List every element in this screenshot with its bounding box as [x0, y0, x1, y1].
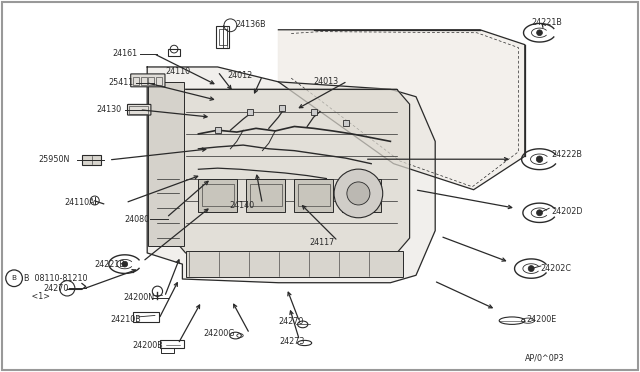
Bar: [141, 77, 147, 85]
Text: 24013: 24013: [314, 77, 339, 86]
Bar: [186, 251, 403, 277]
Text: B: B: [12, 275, 17, 281]
Bar: [298, 184, 330, 206]
Text: 24110: 24110: [166, 67, 191, 76]
Bar: [342, 120, 349, 126]
Bar: [246, 179, 285, 212]
Text: 24117: 24117: [309, 238, 334, 247]
Bar: [133, 312, 159, 322]
Polygon shape: [278, 30, 525, 190]
Text: 24140: 24140: [229, 201, 254, 210]
Polygon shape: [147, 67, 435, 283]
Bar: [246, 109, 253, 115]
Text: 24221B: 24221B: [95, 260, 125, 269]
Text: 24161: 24161: [112, 49, 137, 58]
Circle shape: [536, 30, 542, 36]
Bar: [82, 155, 101, 165]
FancyBboxPatch shape: [131, 74, 165, 87]
Text: <1>: <1>: [24, 292, 51, 301]
Circle shape: [536, 156, 543, 163]
Bar: [156, 77, 162, 85]
Text: 24270: 24270: [44, 284, 69, 293]
Bar: [342, 179, 381, 212]
FancyBboxPatch shape: [127, 105, 151, 115]
Circle shape: [536, 210, 543, 216]
Text: 24110A: 24110A: [64, 198, 95, 207]
Circle shape: [347, 182, 370, 205]
Text: 24202D: 24202D: [552, 207, 583, 216]
Bar: [168, 49, 180, 56]
Bar: [278, 105, 285, 111]
Text: 24210B: 24210B: [111, 315, 141, 324]
Text: 24200N: 24200N: [124, 293, 155, 302]
Bar: [148, 82, 184, 246]
Bar: [310, 109, 317, 115]
Text: 24080: 24080: [125, 215, 150, 224]
Bar: [346, 184, 378, 206]
Circle shape: [122, 261, 128, 267]
Text: 25411: 25411: [109, 78, 134, 87]
Text: 24270: 24270: [278, 317, 304, 326]
Bar: [216, 26, 229, 48]
Bar: [160, 340, 184, 348]
Bar: [214, 127, 221, 133]
Text: 24200E: 24200E: [526, 315, 556, 324]
Text: 24221B: 24221B: [531, 18, 562, 27]
Polygon shape: [173, 89, 410, 253]
Text: B  08110-81210: B 08110-81210: [24, 274, 88, 283]
Bar: [219, 29, 227, 45]
Text: 24130: 24130: [96, 105, 121, 114]
Text: 24273: 24273: [280, 337, 305, 346]
Bar: [148, 77, 154, 85]
Text: 24200B: 24200B: [132, 341, 163, 350]
Text: AP/0^0P3: AP/0^0P3: [525, 353, 564, 362]
Bar: [202, 184, 234, 206]
Circle shape: [334, 169, 383, 218]
Text: 24200G: 24200G: [204, 329, 235, 338]
Text: 24222B: 24222B: [552, 150, 582, 159]
Text: 25950N: 25950N: [38, 155, 70, 164]
Text: 24202C: 24202C: [541, 264, 572, 273]
Bar: [250, 184, 282, 206]
Circle shape: [528, 266, 534, 272]
Text: 24012: 24012: [227, 71, 252, 80]
Bar: [129, 106, 148, 114]
Bar: [133, 77, 139, 85]
Bar: [294, 179, 333, 212]
Text: 24136B: 24136B: [236, 20, 266, 29]
Bar: [198, 179, 237, 212]
